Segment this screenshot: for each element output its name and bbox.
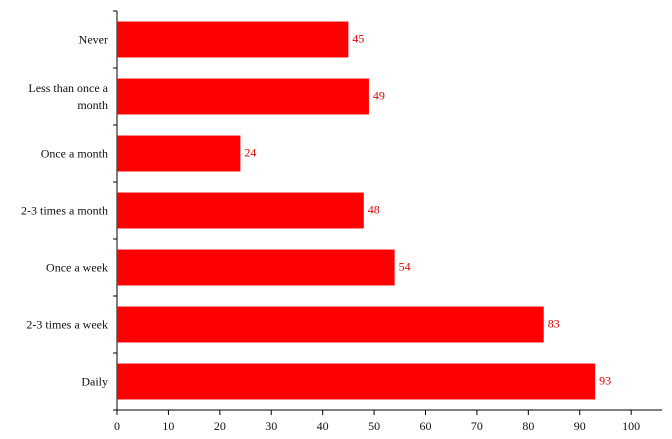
value-label: 49 bbox=[373, 88, 385, 102]
value-label: 45 bbox=[352, 31, 364, 45]
x-tick-label: 40 bbox=[317, 419, 329, 433]
bar bbox=[117, 249, 395, 286]
value-label: 54 bbox=[399, 259, 411, 273]
x-tick-label: 30 bbox=[265, 419, 277, 433]
y-tick-label: Once a week bbox=[46, 260, 108, 274]
y-tick-label: Daily bbox=[81, 374, 108, 388]
bar bbox=[117, 192, 364, 229]
bar bbox=[117, 21, 349, 58]
bar bbox=[117, 363, 596, 400]
x-tick-label: 10 bbox=[162, 419, 174, 433]
y-tick-label: 2-3 times a month bbox=[21, 203, 108, 217]
value-label: 93 bbox=[599, 373, 611, 387]
y-tick-label: Once a month bbox=[40, 146, 108, 160]
x-tick-label: 50 bbox=[368, 419, 380, 433]
bar bbox=[117, 306, 544, 343]
x-tick-label: 90 bbox=[574, 419, 586, 433]
value-label: 48 bbox=[368, 202, 380, 216]
y-tick-label: Less than once a month bbox=[28, 80, 108, 112]
x-tick-label: 100 bbox=[622, 419, 640, 433]
value-label: 83 bbox=[548, 316, 560, 330]
x-tick-label: 70 bbox=[471, 419, 483, 433]
x-tick-label: 20 bbox=[214, 419, 226, 433]
x-tick-label: 60 bbox=[419, 419, 431, 433]
value-label: 24 bbox=[244, 145, 256, 159]
y-tick-label: 2-3 times a week bbox=[26, 317, 108, 331]
y-tick-label: Never bbox=[78, 32, 108, 46]
x-tick-label: 80 bbox=[522, 419, 534, 433]
x-tick-label: 0 bbox=[114, 419, 120, 433]
bar bbox=[117, 135, 241, 172]
bar bbox=[117, 78, 369, 115]
